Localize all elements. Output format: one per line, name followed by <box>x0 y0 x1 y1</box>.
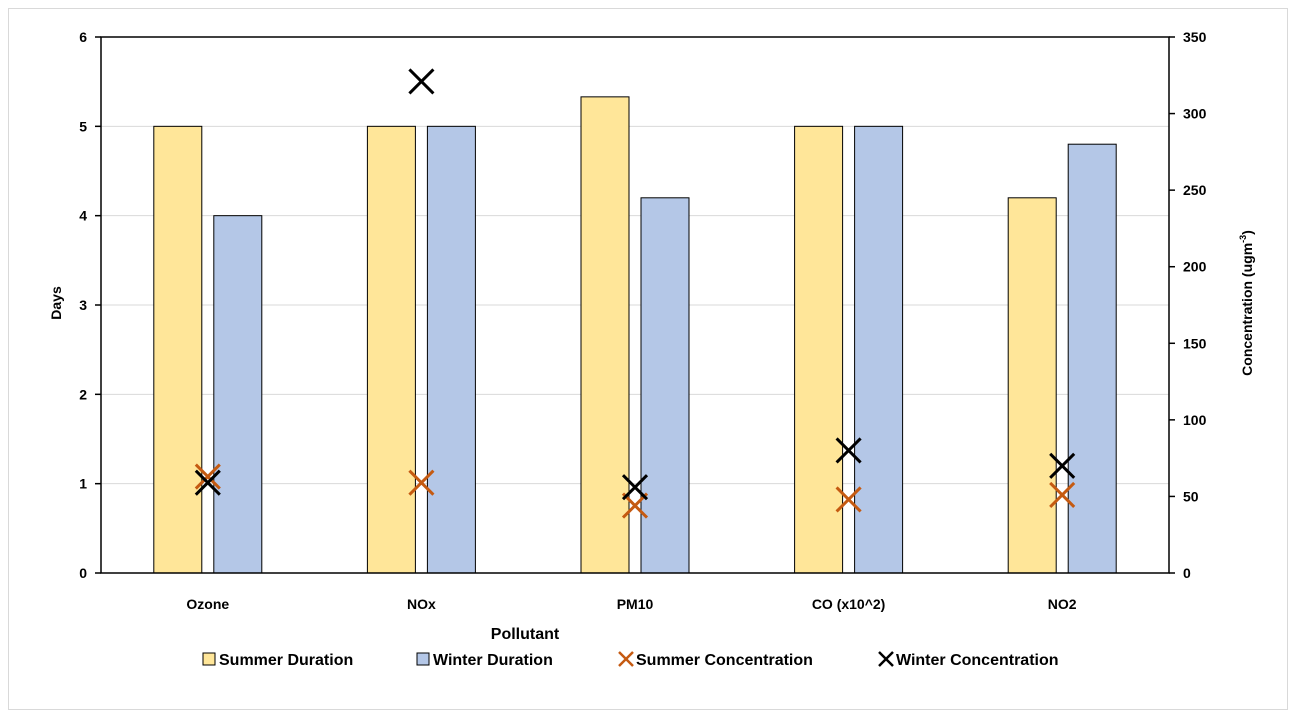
bar-winter-duration-1 <box>426 125 476 574</box>
y2-axis-title: Concentration (ugm-3) <box>1238 230 1255 376</box>
y-tick-label-3: 3 <box>79 297 87 313</box>
bar-winter-duration-4 <box>1067 143 1117 574</box>
legend-item-winter-duration-swatch <box>416 652 430 666</box>
legend-item-summer-concentration: Summer Concentration <box>618 651 813 669</box>
bar-summer-duration-1 <box>366 125 416 574</box>
y2-tick-label-2: 100 <box>1183 412 1207 428</box>
y2-tick-label-6: 300 <box>1183 106 1207 122</box>
legend-item-winter-concentration-swatch <box>878 651 894 667</box>
y2-axis-title-end: ) <box>1239 230 1255 235</box>
y2-axis-title-main: Concentration (ugm <box>1239 243 1255 376</box>
y2-axis-title-sup: -3 <box>1238 235 1248 243</box>
legend-item-winter-duration-label: Winter Duration <box>433 652 553 669</box>
y-tick-label-4: 4 <box>79 208 87 224</box>
bar-summer-duration-3 <box>794 125 844 574</box>
legend-item-summer-duration-swatch <box>202 652 216 666</box>
marker-winter-concentration-2 <box>621 474 649 501</box>
legend-item-summer-duration-label: Summer Duration <box>219 652 353 669</box>
marker-summer-concentration-4 <box>1049 481 1076 508</box>
bar-winter-duration-2 <box>640 197 690 574</box>
chart-svg: Ozone NOx PM10 CO (x10^2) NO2 0 1 2 3 4 5 6 0 50 100 15… <box>48 29 1255 669</box>
y-tick-label-2: 2 <box>79 386 87 402</box>
y-tick-label-1: 1 <box>79 476 87 492</box>
x-tick-label-1: NOx <box>407 596 436 612</box>
legend-item-winter-concentration-label: Winter Concentration <box>896 652 1059 669</box>
bar-summer-duration-4 <box>1007 197 1057 574</box>
marker-layer <box>194 68 1076 519</box>
bar-layer <box>153 96 1117 574</box>
bar-summer-duration-2 <box>580 96 630 574</box>
y-tick-label-0: 0 <box>79 565 87 581</box>
x-axis-title: Pollutant <box>491 626 560 643</box>
legend-item-winter-duration: Winter Duration <box>416 652 553 669</box>
legend-item-summer-duration: Summer Duration <box>202 652 353 669</box>
y2-tick-label-1: 50 <box>1183 488 1199 504</box>
x-tick-label-2: PM10 <box>617 596 654 612</box>
y2-tick-label-5: 250 <box>1183 182 1207 198</box>
marker-summer-concentration-1 <box>408 469 435 496</box>
x-tick-label-4: NO2 <box>1048 596 1077 612</box>
y-tick-label-6: 6 <box>79 29 87 45</box>
axis-layer <box>95 36 1175 574</box>
y2-tick-label-7: 350 <box>1183 29 1207 45</box>
marker-summer-concentration-2 <box>621 492 649 519</box>
y-tick-label-5: 5 <box>79 118 87 134</box>
bar-winter-duration-3 <box>854 125 904 574</box>
marker-winter-concentration-1 <box>408 68 435 95</box>
x-tick-label-0: Ozone <box>186 596 229 612</box>
marker-winter-concentration-0 <box>194 469 221 496</box>
legend: Summer Duration Winter Duration Summer Con… <box>202 651 1059 669</box>
y2-tick-label-4: 200 <box>1183 259 1207 275</box>
y-axis-title: Days <box>48 286 64 320</box>
y2-tick-label-0: 0 <box>1183 565 1191 581</box>
chart-frame: Ozone NOx PM10 CO (x10^2) NO2 0 1 2 3 4 5 6 0 50 100 15… <box>8 8 1288 710</box>
x-tick-label-3: CO (x10^2) <box>812 596 886 612</box>
marker-summer-concentration-0 <box>194 463 221 490</box>
marker-winter-concentration-3 <box>835 437 862 464</box>
y2-tick-label-3: 150 <box>1183 335 1207 351</box>
legend-item-winter-concentration: Winter Concentration <box>878 651 1059 669</box>
marker-summer-concentration-3 <box>835 486 862 513</box>
bar-winter-duration-0 <box>213 215 263 574</box>
tick-layer: Ozone NOx PM10 CO (x10^2) NO2 0 1 2 3 4 5 6 0 50 100 15… <box>79 29 1206 612</box>
bar-summer-duration-0 <box>153 125 203 574</box>
marker-winter-concentration-4 <box>1049 452 1076 479</box>
legend-item-summer-concentration-swatch <box>618 651 634 667</box>
legend-item-summer-concentration-label: Summer Concentration <box>636 652 813 669</box>
